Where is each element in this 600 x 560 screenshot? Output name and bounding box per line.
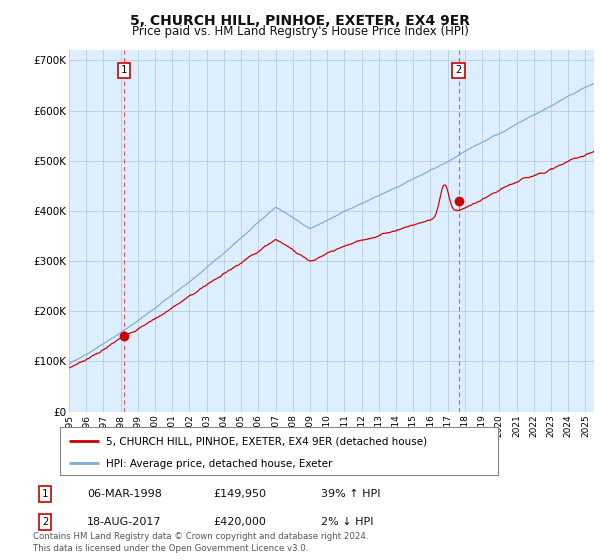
Text: Price paid vs. HM Land Registry's House Price Index (HPI): Price paid vs. HM Land Registry's House … — [131, 25, 469, 38]
Text: 2: 2 — [455, 66, 461, 76]
Text: £149,950: £149,950 — [213, 489, 266, 499]
Text: 2% ↓ HPI: 2% ↓ HPI — [321, 517, 373, 527]
Text: 1: 1 — [42, 489, 48, 499]
Text: 39% ↑ HPI: 39% ↑ HPI — [321, 489, 380, 499]
Text: 1: 1 — [121, 66, 127, 76]
Text: Contains HM Land Registry data © Crown copyright and database right 2024.
This d: Contains HM Land Registry data © Crown c… — [33, 532, 368, 553]
Text: 18-AUG-2017: 18-AUG-2017 — [87, 517, 161, 527]
Text: 2: 2 — [42, 517, 48, 527]
Text: HPI: Average price, detached house, Exeter: HPI: Average price, detached house, Exet… — [106, 459, 332, 469]
Text: 5, CHURCH HILL, PINHOE, EXETER, EX4 9ER (detached house): 5, CHURCH HILL, PINHOE, EXETER, EX4 9ER … — [106, 437, 427, 446]
Text: £420,000: £420,000 — [213, 517, 266, 527]
Text: 06-MAR-1998: 06-MAR-1998 — [87, 489, 162, 499]
Text: 5, CHURCH HILL, PINHOE, EXETER, EX4 9ER: 5, CHURCH HILL, PINHOE, EXETER, EX4 9ER — [130, 14, 470, 28]
